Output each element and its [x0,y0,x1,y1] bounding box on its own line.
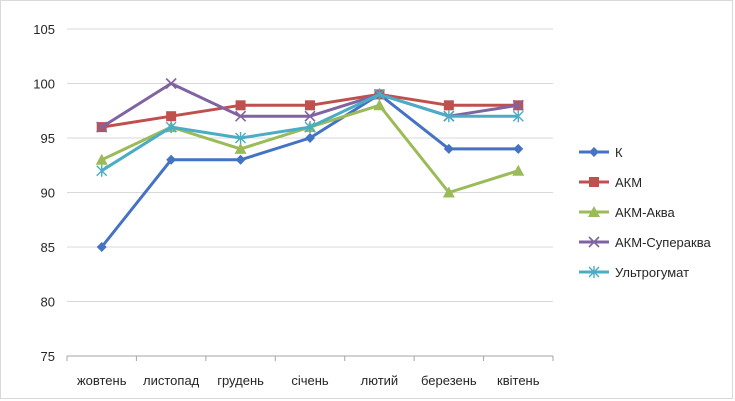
data-point [95,153,108,165]
data-point [235,154,246,165]
data-point [96,121,108,133]
data-point [588,236,600,248]
legend-label: АКМ [615,175,642,190]
legend-label: АКМ-Супераква [615,235,711,250]
y-tick-label: 75 [41,349,55,364]
data-point [165,77,177,90]
data-point [373,99,386,111]
y-tick-label: 100 [33,77,55,92]
data-point [443,100,454,111]
data-point [513,143,524,154]
data-point [588,206,600,217]
x-tick-label: грудень [217,373,264,388]
y-tick-label: 90 [41,186,55,201]
legend-label: АКМ-Аква [615,205,676,220]
x-tick-label: жовтень [77,373,127,388]
y-tick-label: 105 [33,22,55,37]
data-point [443,143,454,154]
data-point [304,110,316,122]
data-point [443,110,455,123]
x-tick-label: березень [421,373,477,388]
data-point [304,121,316,134]
data-point [512,164,525,176]
y-tick-label: 85 [41,240,55,255]
data-point [234,142,247,154]
data-point [166,111,177,122]
x-tick-label: лютий [361,373,399,388]
data-point [512,99,524,111]
data-point [305,100,315,111]
data-point [588,266,600,278]
data-point [235,110,247,122]
data-point [235,100,246,111]
data-point [589,177,599,187]
data-point [96,164,108,177]
x-tick-label: січень [291,373,329,388]
data-point [512,110,524,123]
legend-label: Ультрогумат [615,265,689,280]
data-point [373,88,385,101]
x-tick-label: квітень [497,373,540,388]
data-point [235,132,247,144]
y-tick-label: 95 [41,131,55,146]
data-point [165,121,177,134]
data-point [96,242,107,252]
y-tick-label: 80 [41,295,55,310]
x-tick-label: листопад [143,373,200,388]
legend-label: К [615,145,623,160]
data-point [305,133,315,143]
data-point [166,154,177,165]
data-point [442,186,455,198]
data-point [589,147,599,157]
